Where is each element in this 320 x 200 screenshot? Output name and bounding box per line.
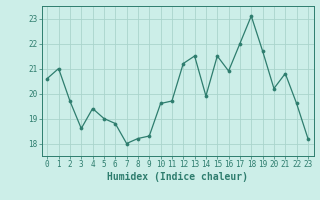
X-axis label: Humidex (Indice chaleur): Humidex (Indice chaleur) [107,172,248,182]
